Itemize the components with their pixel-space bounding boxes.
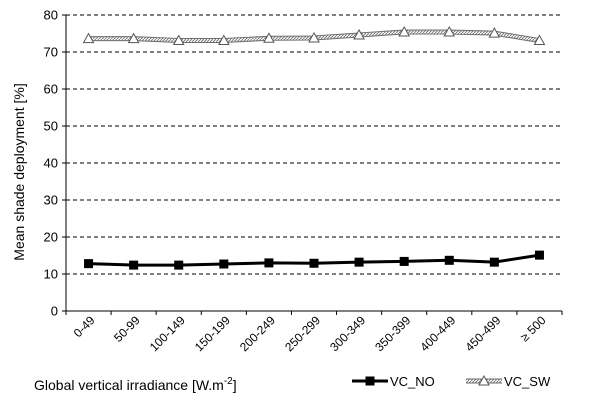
data-point-VC_SW xyxy=(353,28,365,40)
legend-marker-VC_SW xyxy=(478,374,490,386)
x-tick-label: 150-199 xyxy=(192,313,233,354)
data-point-VC_SW xyxy=(488,27,501,38)
y-tick-label: 40 xyxy=(44,156,58,171)
legend-label-VC_NO: VC_NO xyxy=(390,374,435,389)
data-point-VC_SW xyxy=(533,34,546,46)
data-point-VC_SW xyxy=(172,34,185,46)
data-point-VC_NO xyxy=(84,259,94,269)
x-tick-label: 300-349 xyxy=(327,313,368,354)
data-point-VC_NO xyxy=(354,257,364,267)
legend: VC_NO VC_SW xyxy=(352,374,551,389)
data-point-VC_SW xyxy=(443,25,456,37)
x-tick-label: 0-49 xyxy=(71,313,98,340)
x-axis-label: Global vertical irradiance [W.m-2] xyxy=(34,376,237,393)
x-axis-label-main: Global vertical irradiance [W.m xyxy=(34,377,224,393)
x-tick-label: 50-99 xyxy=(111,313,143,345)
data-point-VC_SW xyxy=(217,34,230,46)
x-axis-label-superscript: -2 xyxy=(224,376,233,387)
data-point-VC_SW xyxy=(398,25,411,37)
data-point-VC_NO xyxy=(264,258,274,268)
x-tick-label: 100-149 xyxy=(147,313,188,354)
data-point-VC_NO xyxy=(489,257,499,267)
y-tick-label: 80 xyxy=(44,8,58,23)
axes xyxy=(62,14,563,315)
y-tick-label: 70 xyxy=(44,45,58,60)
y-tick-label: 30 xyxy=(44,193,58,208)
gridlines xyxy=(66,14,562,275)
y-tick-label: 0 xyxy=(51,304,58,319)
x-tick-label: 350-399 xyxy=(372,313,413,354)
x-axis-label-suffix: ] xyxy=(233,377,237,393)
x-tick-label: 400-449 xyxy=(417,313,458,354)
x-tick-label: 200-249 xyxy=(237,313,278,354)
data-point-VC_SW xyxy=(263,32,275,43)
data-point-VC_NO xyxy=(444,255,454,265)
data-point-VC_NO xyxy=(399,256,409,266)
data-point-VC_NO xyxy=(174,260,184,270)
y-tick-label: 20 xyxy=(44,230,58,245)
series-lines xyxy=(82,25,546,270)
y-tick-labels: 0 10 20 30 40 50 60 70 80 xyxy=(44,8,58,319)
y-tick-label: 10 xyxy=(44,267,58,282)
y-tick-label: 60 xyxy=(44,82,58,97)
data-point-VC_SW xyxy=(308,31,320,43)
data-point-VC_NO xyxy=(309,258,319,268)
y-tick-label: 50 xyxy=(44,119,58,134)
data-point-VC_NO xyxy=(219,259,229,269)
y-axis-label: Mean shade deployment [%] xyxy=(11,83,27,260)
x-tick-label: ≥ 500 xyxy=(517,313,548,344)
legend-label-VC_SW: VC_SW xyxy=(504,374,551,389)
x-tick-labels: 0-49 50-99 100-149 150-199 200-249 250-299 300… xyxy=(71,313,549,354)
data-point-VC_SW xyxy=(127,32,140,44)
x-tick-label: 250-299 xyxy=(282,313,323,354)
legend-marker-VC_NO xyxy=(365,376,375,386)
data-point-VC_NO xyxy=(129,260,139,270)
x-tick-label: 450-499 xyxy=(462,313,503,354)
data-point-VC_NO xyxy=(534,250,544,260)
data-point-VC_SW xyxy=(82,32,95,44)
